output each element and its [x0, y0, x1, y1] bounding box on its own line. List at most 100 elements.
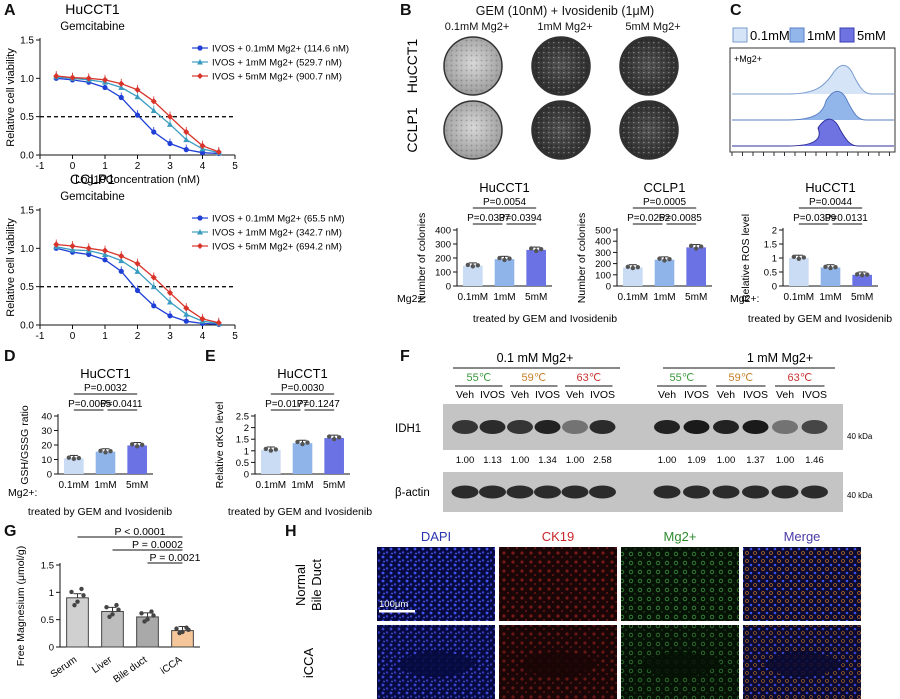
- data-point: [336, 435, 342, 440]
- y-tick-label: 1: [244, 446, 249, 457]
- data-point: [183, 318, 189, 324]
- legend-marker: [197, 73, 203, 79]
- y-axis-label: Free Magnesium (μmol/g): [15, 546, 27, 666]
- bar: [494, 259, 515, 286]
- x-tick-label: 1mM: [94, 480, 116, 491]
- p-value: P=0.0005: [643, 197, 687, 208]
- row-label-hucct1: HuCCT1: [405, 39, 420, 94]
- data-point: [273, 447, 279, 452]
- temperature-label: 63℃: [787, 372, 812, 384]
- scale-bar: [379, 610, 415, 613]
- x-tick-label: 0.1mM: [618, 292, 649, 303]
- lane-label: IVOS: [480, 389, 505, 401]
- histogram-frame: [729, 47, 896, 153]
- bar: [95, 451, 116, 474]
- p-value: P=0.0394: [499, 213, 543, 224]
- band-quantification: 1.09: [687, 455, 706, 466]
- data-point: [167, 140, 173, 147]
- data-point: [859, 272, 865, 278]
- temperature-label: 59℃: [728, 372, 753, 384]
- data-point: [102, 76, 108, 84]
- data-point: [79, 586, 84, 592]
- kda-label: 40 kDa: [847, 432, 873, 441]
- data-point: [688, 243, 694, 249]
- y-tick-label: 1.0: [20, 74, 34, 85]
- y-tick-label: 200: [435, 254, 451, 265]
- bar-chart-free-magnesium: 0 0.5 1 1.5 Free Magnesium (μmol/g) Serum Live…: [15, 526, 201, 685]
- p-value: P=0.0252: [627, 213, 671, 224]
- p-value: P=0.0065: [68, 399, 112, 410]
- data-point: [102, 257, 108, 263]
- data-point: [76, 455, 82, 461]
- legend-label: 5mM: [857, 28, 886, 43]
- mg-label: Mg2+:: [8, 487, 37, 499]
- condition-label: 0.1mM Mg2+: [444, 21, 510, 33]
- data-point: [134, 287, 141, 294]
- data-point: [183, 128, 190, 136]
- p-value: P=0.0177: [265, 399, 309, 410]
- channel-label: Merge: [784, 529, 821, 544]
- panel-label-c: C: [730, 2, 742, 19]
- panel-c-bars: HuCCT1 0 0.5 1 1.5 2 Relative ROS level 0.1mM 1m…: [730, 180, 892, 325]
- x-tick-label: 4: [200, 161, 206, 172]
- bar-chart-gsh: HuCCT1 0 10 20 30 40 GSH/GSSG ratio 0.1mM 1mM 5mM…: [19, 366, 153, 491]
- y-tick-label: 0.5: [236, 458, 249, 469]
- data-point: [698, 244, 704, 249]
- scale-label: 100μm: [379, 599, 408, 610]
- colony-texture: [534, 103, 588, 157]
- p-value: P=0.0044: [809, 197, 853, 208]
- y-tick-label: 0.0: [20, 321, 34, 332]
- data-point: [693, 246, 699, 251]
- channel-label: DAPI: [421, 529, 451, 544]
- channel-label: CK19: [542, 529, 575, 544]
- legend-marker: [197, 229, 203, 235]
- data-point: [470, 264, 476, 269]
- p-value: P=0.0054: [483, 197, 527, 208]
- temperature-label: 55℃: [466, 372, 491, 384]
- series-line: [56, 243, 219, 324]
- row-label: Normal: [293, 564, 308, 606]
- panel-label-g: G: [4, 523, 17, 540]
- x-tick-label: 1mM: [493, 292, 515, 303]
- x-tick-label: 0.1mM: [256, 480, 287, 491]
- bar: [820, 267, 841, 286]
- blot-band: [713, 420, 739, 434]
- y-tick-label: 400: [595, 237, 611, 248]
- legend-marker: [197, 59, 203, 65]
- protein-label: IDH1: [395, 423, 421, 435]
- data-point: [167, 113, 173, 120]
- legend-label: IVOS + 1mM Mg2+ (342.7 nM): [212, 228, 342, 239]
- bar: [789, 258, 809, 286]
- data-point: [139, 442, 145, 448]
- bar-chart-akg: HuCCT1 00.511.522.5 Relative αKG level 0.1m…: [214, 366, 350, 491]
- data-point: [72, 602, 77, 608]
- data-point: [263, 446, 269, 452]
- data-point: [118, 80, 125, 87]
- lane-label: Veh: [456, 389, 474, 401]
- data-point: [183, 136, 190, 143]
- condition-label: 1mM Mg2+: [537, 21, 593, 33]
- data-point: [167, 313, 173, 319]
- blot-band: [507, 420, 533, 434]
- panel-label-f: F: [400, 348, 410, 365]
- blot-band: [506, 485, 534, 499]
- bar: [292, 443, 313, 474]
- footer-text: treated by GEM and Ivosidenib: [473, 313, 617, 325]
- data-point: [268, 448, 274, 453]
- data-point: [69, 246, 76, 253]
- bar: [654, 259, 675, 286]
- colony-plates: HuCCT1 CCLP1: [405, 36, 679, 160]
- blot-band: [772, 420, 798, 434]
- data-point: [167, 299, 173, 305]
- data-point: [118, 268, 124, 274]
- data-point: [150, 98, 157, 105]
- data-point: [630, 265, 636, 271]
- group-label: 0.1 mM Mg2+: [497, 351, 574, 365]
- chart-title: CCLP1: [644, 180, 686, 195]
- y-axis-label: Number of colonies: [576, 213, 588, 303]
- data-point: [183, 311, 190, 317]
- data-point: [823, 264, 828, 269]
- data-point: [662, 258, 667, 263]
